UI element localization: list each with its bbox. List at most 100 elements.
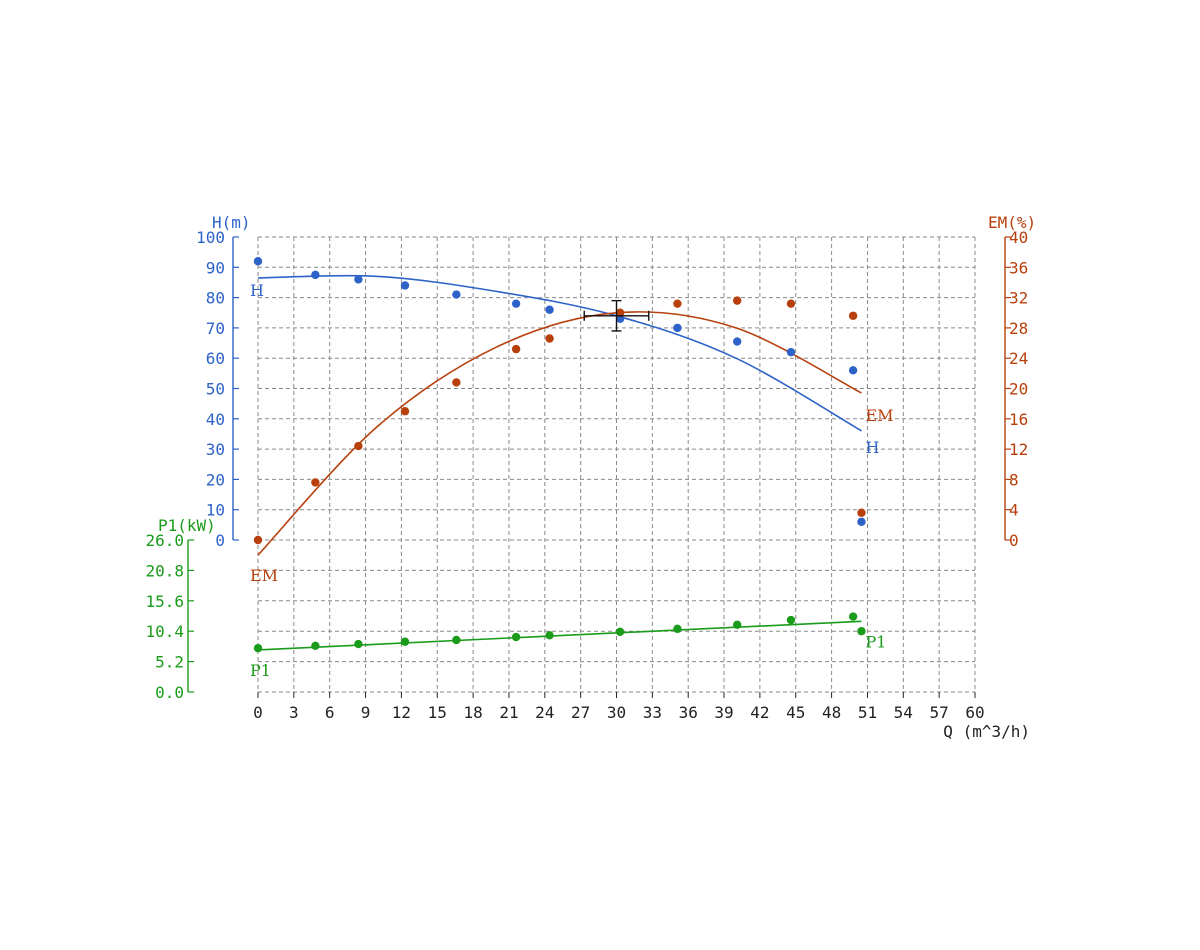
data-point-p1 bbox=[857, 627, 866, 636]
x-tick-label: 21 bbox=[499, 703, 518, 722]
series-label-end-h: H bbox=[865, 438, 879, 457]
data-point-h bbox=[545, 305, 554, 314]
data-point-em bbox=[615, 308, 625, 317]
x-tick-label: 39 bbox=[714, 703, 733, 722]
data-point-em bbox=[311, 478, 320, 487]
data-point-em bbox=[732, 296, 742, 305]
x-tick-label: 36 bbox=[679, 703, 698, 722]
x-tick-label: 27 bbox=[571, 703, 590, 722]
x-tick-label: 30 bbox=[607, 703, 626, 722]
em-tick-label: 4 bbox=[1009, 501, 1019, 520]
x-tick-label: 3 bbox=[289, 703, 299, 722]
data-point-h bbox=[848, 366, 858, 375]
x-tick-label: 9 bbox=[361, 703, 371, 722]
h-axis-title: H(m) bbox=[212, 213, 251, 232]
data-point-em bbox=[786, 299, 796, 308]
x-tick-label: 54 bbox=[894, 703, 913, 722]
x-tick-label: 45 bbox=[786, 703, 805, 722]
data-point-em bbox=[673, 299, 682, 308]
p1-axis-title: P1(kW) bbox=[158, 516, 216, 535]
data-point-p1 bbox=[732, 620, 742, 629]
em-tick-label: 20 bbox=[1009, 380, 1028, 399]
x-tick-label: 15 bbox=[428, 703, 447, 722]
p1-tick-label: 15.6 bbox=[145, 592, 184, 611]
x-axis-title: Q (m^3/h) bbox=[943, 722, 1030, 741]
data-point-em bbox=[857, 508, 866, 517]
h-tick-label: 20 bbox=[206, 470, 225, 489]
data-point-em bbox=[354, 441, 363, 451]
data-point-p1 bbox=[400, 637, 410, 646]
data-point-h bbox=[615, 314, 625, 324]
em-tick-label: 0 bbox=[1009, 531, 1019, 550]
x-tick-label: 18 bbox=[463, 703, 482, 722]
series-label-start-h: H bbox=[250, 281, 264, 300]
p1-tick-label: 10.4 bbox=[145, 622, 184, 641]
axis-and-series-labels: Q (m^3/h) H(m) EM(%) P1(kW) H H EM EM P1 P1 bbox=[158, 213, 1036, 741]
data-point-em bbox=[848, 311, 858, 320]
x-tick-label: 48 bbox=[822, 703, 841, 722]
p1-tick-label: 20.8 bbox=[145, 561, 184, 580]
data-point-h bbox=[732, 337, 742, 346]
data-point-p1 bbox=[253, 643, 263, 653]
p1-tick-label: 26.0 bbox=[145, 531, 184, 550]
fit-curve-em bbox=[257, 311, 862, 556]
chart-grid bbox=[257, 236, 976, 693]
em-axis-title: EM(%) bbox=[988, 213, 1036, 232]
h-tick-label: 40 bbox=[206, 410, 225, 429]
h-tick-label: 90 bbox=[206, 258, 225, 277]
em-tick-label: 16 bbox=[1009, 410, 1028, 429]
chart-axes: 0 3 6 9 12 15 18 21 24 27 30 33 36 39 42 45 48 51 54 57 6010… bbox=[145, 228, 1028, 722]
em-tick-label: 24 bbox=[1009, 349, 1028, 368]
x-tick-label: 57 bbox=[930, 703, 949, 722]
h-tick-label: 60 bbox=[206, 349, 225, 368]
h-tick-label: 30 bbox=[206, 440, 225, 459]
data-point-p1 bbox=[545, 631, 554, 640]
data-point-p1 bbox=[511, 632, 521, 642]
data-point-p1 bbox=[615, 627, 625, 636]
em-tick-label: 36 bbox=[1009, 258, 1028, 277]
data-point-em bbox=[253, 535, 263, 545]
data-point-h bbox=[786, 347, 796, 357]
data-point-p1 bbox=[354, 639, 363, 649]
fit-curves bbox=[257, 274, 862, 651]
fit-curve-p1 bbox=[257, 620, 862, 651]
x-tick-label: 24 bbox=[535, 703, 554, 722]
em-tick-label: 12 bbox=[1009, 440, 1028, 459]
p1-tick-label: 0.0 bbox=[155, 683, 184, 702]
data-point-h bbox=[311, 270, 320, 280]
h-tick-label: 50 bbox=[206, 380, 225, 399]
data-point-h bbox=[857, 517, 866, 527]
data-point-em bbox=[452, 378, 461, 387]
operating-point bbox=[583, 299, 650, 332]
series-label-start-p1: P1 bbox=[250, 661, 271, 680]
data-point-em bbox=[511, 344, 521, 354]
data-point-p1 bbox=[311, 641, 320, 651]
h-tick-label: 80 bbox=[206, 289, 225, 308]
em-tick-label: 40 bbox=[1009, 228, 1028, 247]
h-tick-label: 0 bbox=[215, 531, 225, 550]
h-tick-label: 70 bbox=[206, 319, 225, 338]
data-points bbox=[253, 257, 866, 653]
x-tick-label: 60 bbox=[965, 703, 984, 722]
h-tick-label: 100 bbox=[196, 228, 225, 247]
x-tick-label: 12 bbox=[392, 703, 411, 722]
em-tick-label: 28 bbox=[1009, 319, 1028, 338]
data-point-h bbox=[511, 299, 521, 308]
data-point-em bbox=[400, 407, 410, 416]
data-point-h bbox=[673, 323, 682, 333]
data-point-p1 bbox=[786, 615, 796, 625]
x-tick-label: 6 bbox=[325, 703, 335, 722]
em-tick-label: 8 bbox=[1009, 470, 1019, 489]
x-tick-label: 51 bbox=[858, 703, 877, 722]
data-point-h bbox=[354, 275, 363, 284]
data-point-h bbox=[452, 290, 461, 299]
fit-curve-h bbox=[257, 274, 862, 432]
data-point-em bbox=[545, 334, 554, 343]
x-tick-label: 0 bbox=[253, 703, 263, 722]
series-label-end-em: EM bbox=[865, 406, 893, 425]
series-label-start-em: EM bbox=[250, 566, 278, 585]
data-point-p1 bbox=[673, 624, 682, 634]
h-tick-label: 10 bbox=[206, 501, 225, 520]
data-point-h bbox=[400, 281, 410, 290]
